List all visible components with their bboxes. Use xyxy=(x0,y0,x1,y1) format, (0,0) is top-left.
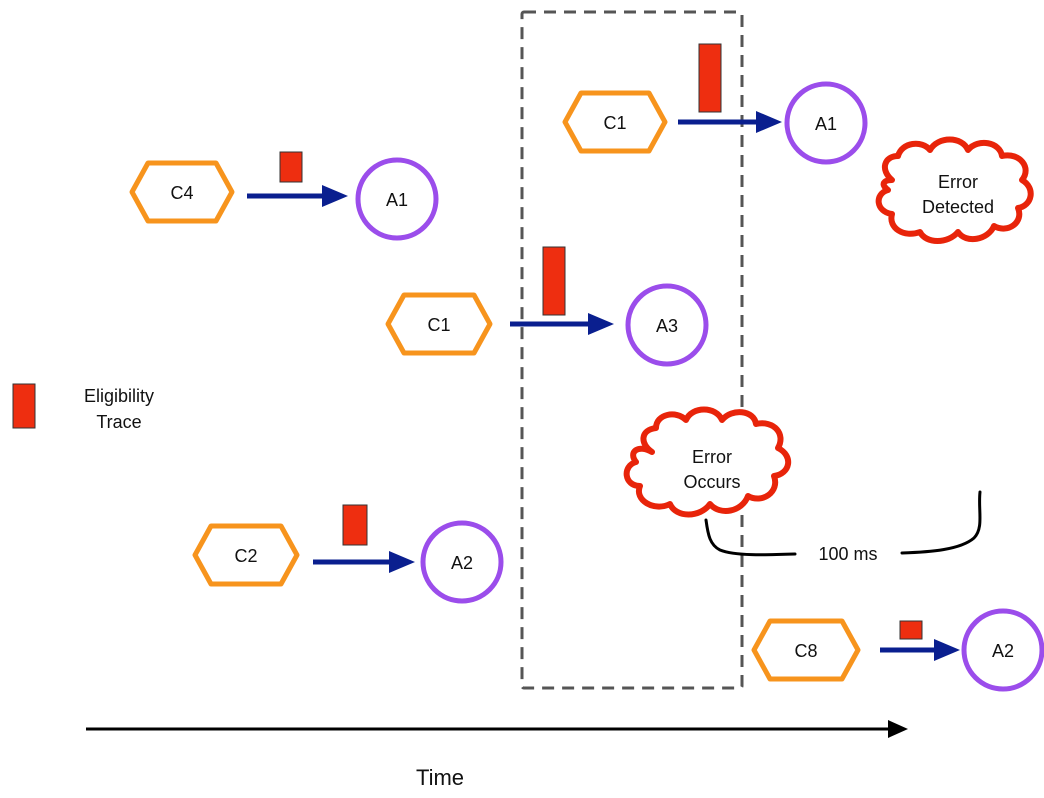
legend-label-line2: Trace xyxy=(96,412,141,432)
cue-hexagon xyxy=(192,523,300,587)
cloud-shape xyxy=(875,136,1034,244)
action-label: A1 xyxy=(386,190,408,210)
brace-right xyxy=(900,490,982,555)
eligibility-trace-bar xyxy=(698,43,722,113)
error-detected-cloud: Error Detected xyxy=(875,136,1034,244)
cue-hexagon xyxy=(562,90,668,154)
action-circle xyxy=(961,608,1044,692)
time-axis-label: Time xyxy=(416,765,464,790)
action-label: A3 xyxy=(656,316,678,336)
cue-hexagon xyxy=(129,160,235,224)
event-c1-a3: C1 A3 xyxy=(385,246,709,367)
arrow-head xyxy=(756,111,782,133)
error-detected-line2: Detected xyxy=(922,197,994,217)
cue-label: C4 xyxy=(170,183,193,203)
cue-hexagon xyxy=(751,618,861,682)
action-circle xyxy=(784,81,868,165)
eligibility-trace-bar xyxy=(342,504,368,546)
action-label: A2 xyxy=(992,641,1014,661)
action-label: A1 xyxy=(815,114,837,134)
dashed-window xyxy=(520,10,744,690)
event-c8-a2: C8 A2 xyxy=(751,608,1044,692)
time-axis-arrowhead xyxy=(888,720,908,738)
cue-label: C8 xyxy=(794,641,817,661)
cue-hexagon xyxy=(385,292,493,356)
event-c4-a1: C4 A1 xyxy=(129,151,439,241)
legend-label-line1: Eligibility xyxy=(84,386,154,406)
arrow-head xyxy=(588,313,614,335)
brace-left xyxy=(704,518,797,557)
error-detected-line1: Error xyxy=(938,172,978,192)
arrow-head xyxy=(934,639,960,661)
cloud-shape xyxy=(623,406,791,518)
event-c2-a2: C2 A2 xyxy=(192,504,504,604)
eligibility-trace-bar xyxy=(542,246,566,316)
time-axis: Time xyxy=(86,720,908,790)
error-occurs-line2: Occurs xyxy=(683,472,740,492)
error-occurs-cloud: Error Occurs xyxy=(623,406,791,518)
cue-label: C1 xyxy=(427,315,450,335)
action-circle xyxy=(355,157,439,241)
action-label: A2 xyxy=(451,553,473,573)
legend: Eligibility Trace xyxy=(12,383,154,432)
eligibility-trace-bar xyxy=(899,620,923,640)
event-c1-a1: C1 A1 xyxy=(562,43,868,165)
arrow-head xyxy=(389,551,415,573)
error-occurs-line1: Error xyxy=(692,447,732,467)
delay-label: 100 ms xyxy=(818,544,877,564)
legend-trace-swatch xyxy=(12,383,36,429)
arrow-head xyxy=(322,185,348,207)
delay-brace: 100 ms xyxy=(704,490,982,564)
cue-label: C2 xyxy=(234,546,257,566)
action-circle xyxy=(625,283,709,367)
eligibility-trace-bar xyxy=(279,151,303,183)
cue-label: C1 xyxy=(603,113,626,133)
action-circle xyxy=(420,520,504,604)
